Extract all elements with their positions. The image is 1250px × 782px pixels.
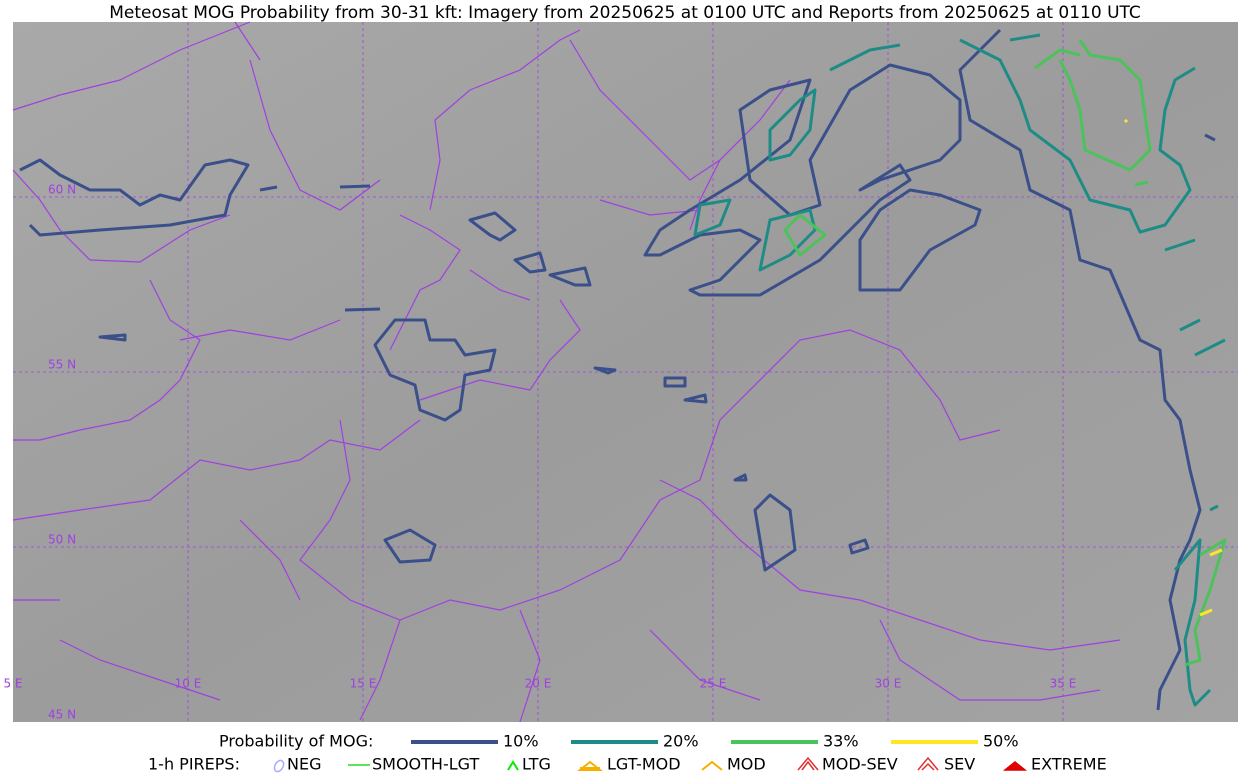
lat-label: 60 N	[48, 183, 76, 197]
legend: Probability of MOG: 1-h PIREPS: 10% 20% 33…	[148, 732, 1107, 774]
pirep-label: EXTREME	[1031, 755, 1107, 774]
lon-label: 15 E	[350, 677, 377, 691]
lon-label: 10 E	[175, 677, 202, 691]
pirep-label: MOD	[727, 755, 766, 774]
contour-10	[643, 63, 962, 297]
contour-50	[1123, 118, 1223, 617]
legend-label: 50%	[983, 732, 1019, 751]
title: Meteosat MOG Probability from 30-31 kft:…	[109, 3, 1141, 23]
contour-10	[373, 318, 497, 422]
contour-20	[693, 33, 1226, 707]
lon-label: 20 E	[525, 677, 552, 691]
lat-label: 50 N	[48, 533, 76, 547]
lon-label: 5 E	[3, 677, 22, 691]
pirep-icons	[273, 756, 1028, 773]
pirep-label: SEV	[944, 755, 975, 774]
pirep-label: LTG	[522, 755, 551, 774]
contour-10	[19, 158, 250, 237]
legend-title: Probability of MOG:	[219, 732, 373, 751]
legend-label: 20%	[663, 732, 699, 751]
pireps-title: 1-h PIREPS:	[148, 755, 240, 774]
contour-20	[959, 38, 1196, 234]
pirep-label: MOD-SEV	[822, 755, 898, 774]
contour-10	[98, 133, 1216, 572]
coastlines	[12, 21, 1121, 723]
lat-label: 55 N	[48, 358, 76, 372]
mog-contours	[19, 28, 1227, 711]
lon-label: 25 E	[700, 677, 727, 691]
lon-label: 35 E	[1050, 677, 1077, 691]
pirep-label: NEG	[287, 755, 321, 774]
legend-label: 33%	[823, 732, 859, 751]
contour-33	[783, 39, 1227, 667]
legend-label: 10%	[503, 732, 539, 751]
pirep-label: LGT-MOD	[607, 755, 681, 774]
pirep-label: SMOOTH-LGT	[372, 755, 479, 774]
contour-10	[858, 188, 982, 292]
lat-label: 45 N	[48, 708, 76, 722]
contour-10	[958, 28, 1202, 711]
graticule: 60 N 55 N 50 N 45 N 5 E 10 E 15 E 20 E 25 E 30 E 3…	[3, 22, 1238, 722]
lon-label: 30 E	[875, 677, 902, 691]
